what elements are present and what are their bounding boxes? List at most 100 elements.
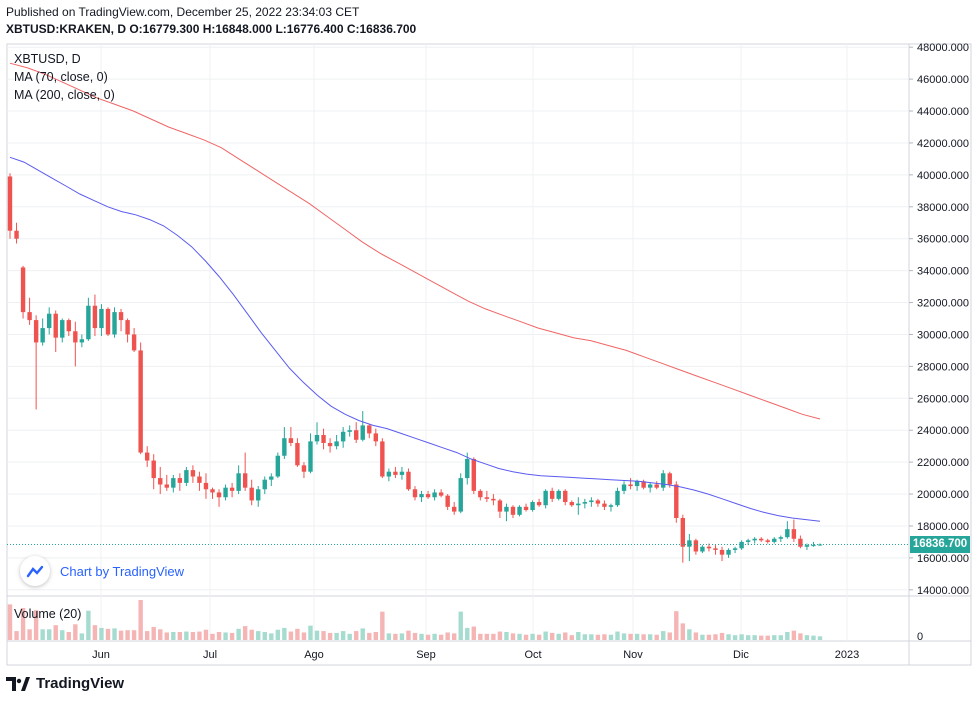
volume-bar: [595, 634, 601, 640]
candle-body: [210, 489, 215, 493]
candle-body: [438, 492, 444, 496]
volume-bar: [563, 632, 568, 640]
volume-bar: [53, 625, 58, 640]
volume-bar: [745, 635, 751, 640]
footer-logo-text: TradingView: [36, 675, 125, 692]
candle-body: [7, 176, 13, 231]
volume-bar: [334, 632, 339, 640]
candle-body: [687, 540, 692, 547]
candle-body: [451, 506, 457, 512]
cloud-icon: [20, 556, 50, 586]
candle-body: [745, 540, 751, 542]
candle-body: [334, 441, 339, 447]
volume-bar: [399, 633, 405, 640]
candle-body: [399, 471, 405, 475]
candle-body: [484, 497, 490, 499]
volume-bar: [674, 611, 679, 640]
candle-body: [373, 433, 379, 442]
volume-bar: [210, 633, 215, 640]
symbol-label: XBTUSD:KRAKEN, D: [6, 22, 126, 36]
candle-body: [445, 495, 450, 507]
candle-body: [229, 487, 235, 491]
candle-body: [256, 489, 261, 501]
volume-bar: [393, 633, 398, 640]
volume-bar: [327, 632, 333, 640]
price-axis-label: 26000.000: [917, 393, 969, 405]
volume-bar: [471, 626, 476, 640]
volume-bar: [190, 632, 196, 640]
candle-body: [811, 545, 816, 547]
published-line: Published on TradingView.com, December 2…: [6, 5, 360, 19]
volume-bar: [262, 632, 267, 640]
volume-bar: [504, 632, 509, 640]
candle-body: [177, 478, 183, 483]
volume-bar: [164, 632, 169, 640]
candle-body: [621, 484, 627, 491]
footer-logo[interactable]: TradingView: [6, 675, 124, 692]
candle-body: [164, 484, 169, 488]
tradingview-watermark[interactable]: Chart by TradingView: [20, 556, 184, 586]
candle-body: [628, 484, 633, 487]
candle-body: [269, 476, 274, 480]
candle-body: [340, 431, 346, 442]
candle-body: [759, 538, 764, 541]
volume-bar: [478, 633, 483, 640]
ma200-line: [9, 62, 821, 420]
candle-body: [20, 267, 26, 313]
candle-body: [517, 506, 522, 515]
candle-body: [556, 490, 561, 499]
volume-bar: [151, 627, 156, 640]
candle-body: [634, 481, 640, 487]
volume-bar: [523, 634, 529, 640]
candle-body: [86, 305, 91, 340]
volume-bar: [798, 633, 803, 640]
volume-bar: [288, 631, 294, 640]
price-axis-label: 44000.000: [917, 106, 969, 118]
candle-body: [667, 473, 672, 485]
price-axis-label: 42000.000: [917, 138, 969, 150]
price-axis-label: 22000.000: [917, 457, 969, 469]
volume-bar: [582, 634, 588, 640]
legend-symbol: XBTUSD, D: [14, 52, 81, 66]
candle-body: [732, 548, 738, 550]
candle-body: [772, 538, 777, 542]
candle-body: [458, 478, 463, 512]
candle-body: [360, 425, 365, 440]
candle-body: [543, 490, 548, 506]
volume-bar: [419, 633, 424, 640]
candle-body: [471, 458, 476, 491]
candle-body: [778, 537, 784, 539]
volume-bar: [641, 634, 646, 640]
candle-body: [203, 482, 209, 490]
candle-body: [791, 529, 797, 539]
volume-bar: [171, 632, 176, 640]
volume-bar: [759, 635, 764, 640]
volume-bar: [216, 632, 222, 640]
candle-body: [301, 465, 307, 472]
volume-bar: [615, 631, 620, 640]
outer-frame: [6, 43, 972, 666]
volume-bar: [432, 633, 437, 640]
candle-body: [171, 478, 176, 488]
candle-body: [641, 481, 646, 488]
volume-bar: [465, 627, 470, 640]
candle-body: [661, 473, 666, 488]
candle-body: [726, 549, 731, 555]
candle-body: [478, 490, 483, 498]
volume-bar: [602, 634, 607, 640]
candle-body: [40, 328, 45, 343]
volume-bar: [543, 631, 548, 640]
candle-body: [569, 502, 574, 506]
price-axis-label: 36000.000: [917, 234, 969, 246]
candle-body: [190, 470, 196, 477]
candle-body: [785, 529, 790, 538]
volume-bar: [144, 631, 150, 640]
candle-body: [654, 484, 659, 488]
time-axis-label: Jun: [92, 649, 110, 661]
candle-body: [131, 334, 137, 351]
candle-body: [523, 506, 529, 511]
volume-bar: [46, 629, 52, 640]
volume-bar: [269, 633, 274, 640]
volume-bar: [105, 628, 111, 640]
